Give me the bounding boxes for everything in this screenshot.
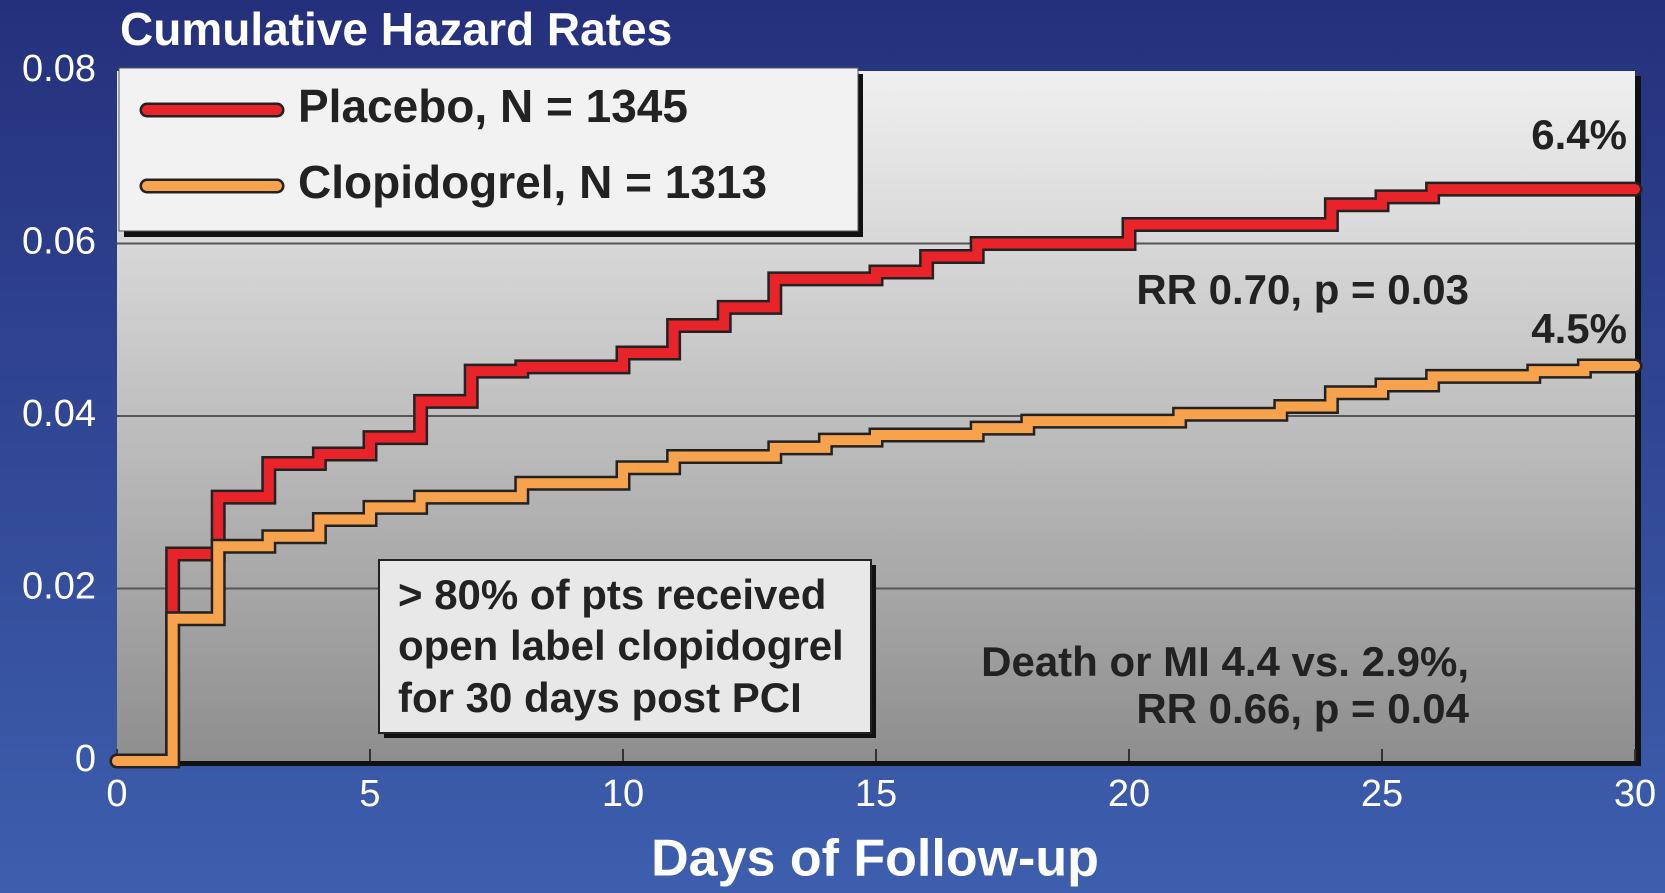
- footnote: RR 0.66, p = 0.04: [1136, 685, 1469, 732]
- x-axis-label: Days of Follow-up: [651, 830, 1099, 888]
- y-tick-label: 0.04: [22, 393, 96, 435]
- x-tick-label: 0: [106, 773, 127, 815]
- legend-label: Placebo, N = 1345: [298, 80, 688, 132]
- note-line: > 80% of pts received: [398, 571, 826, 618]
- legend: [118, 67, 859, 232]
- x-tick-label: 20: [1108, 773, 1150, 815]
- x-tick-label: 10: [602, 773, 644, 815]
- footnote: Death or MI 4.4 vs. 2.9%,: [981, 638, 1469, 685]
- note-line: open label clopidogrel: [398, 622, 844, 669]
- end-label: 6.4%: [1531, 111, 1627, 158]
- note-line: for 30 days post PCI: [398, 674, 802, 721]
- y-tick-label: 0.02: [22, 566, 96, 608]
- legend-label: Clopidogrel, N = 1313: [298, 156, 767, 208]
- line: [112, 360, 1640, 766]
- note-box: [378, 559, 872, 734]
- line: [112, 184, 1640, 766]
- y-tick-label: 0.06: [22, 221, 96, 263]
- x-tick-label: 15: [855, 773, 897, 815]
- x-tick-label: 30: [1614, 773, 1656, 815]
- end-label: 4.5%: [1531, 305, 1627, 352]
- x-tick-label: 5: [359, 773, 380, 815]
- x-tick-label: 25: [1361, 773, 1403, 815]
- annotation: RR 0.70, p = 0.03: [1136, 266, 1469, 313]
- y-tick-label: 0.08: [22, 48, 96, 90]
- y-tick-label: 0: [75, 738, 96, 780]
- chart-title: Cumulative Hazard Rates: [120, 3, 672, 55]
